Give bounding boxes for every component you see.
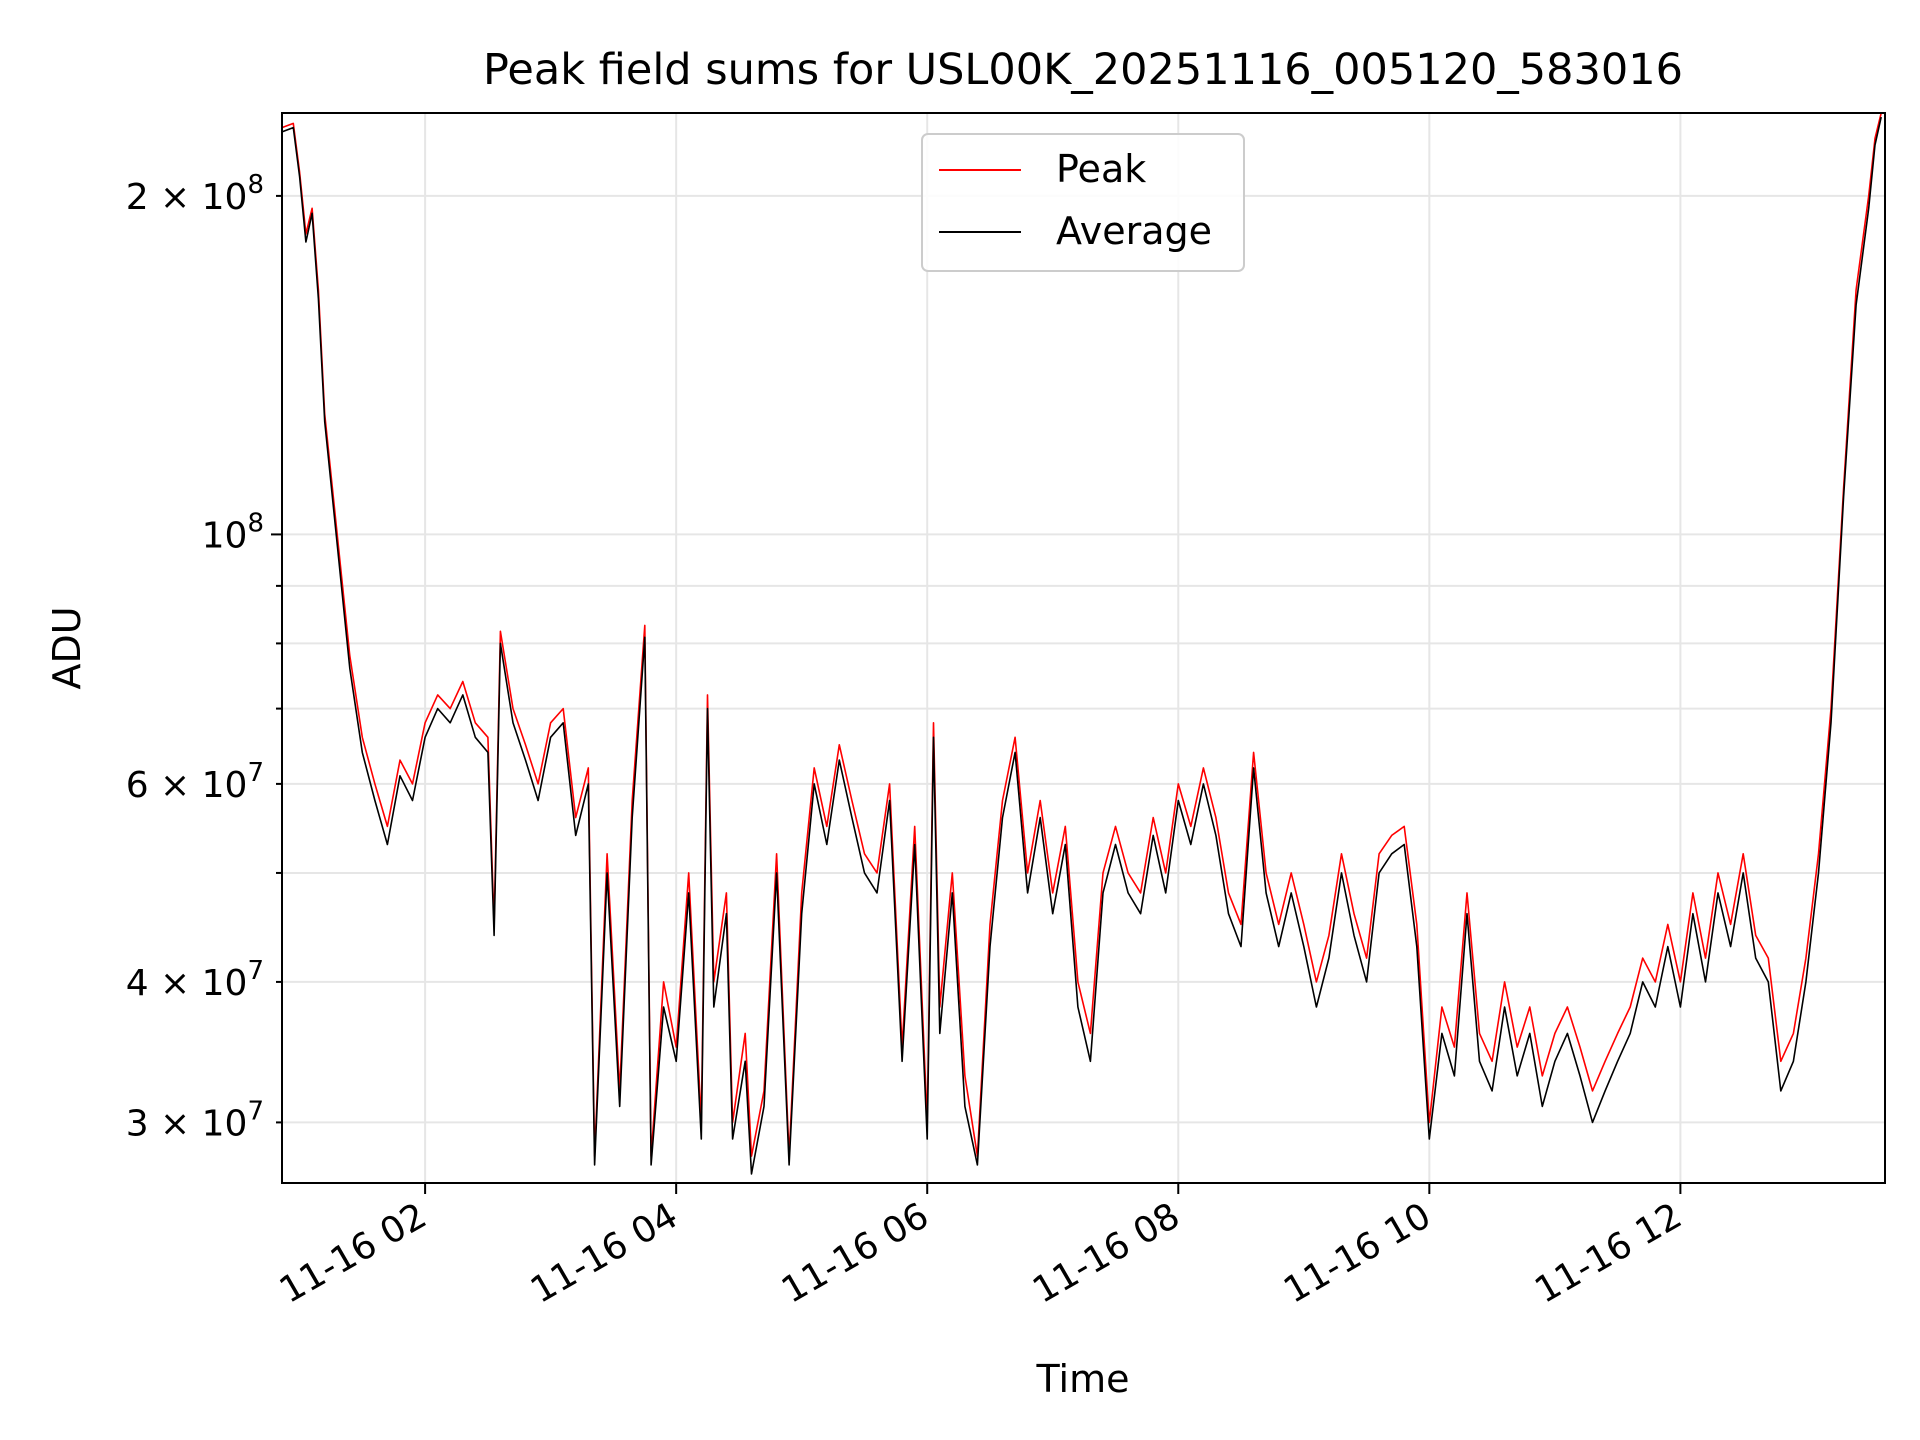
legend: Peak Average — [921, 133, 1245, 272]
y-axis: 108 3 × 107 4 × 107 6 × 107 2 × 108 — [126, 170, 282, 1144]
y-tick-label: 6 × 107 — [126, 758, 264, 806]
series-line-peak — [282, 113, 1882, 1157]
x-axis-label: Time — [1036, 1357, 1130, 1401]
legend-label-average: Average — [1056, 209, 1212, 253]
legend-label-peak: Peak — [1056, 147, 1146, 191]
plot-frame — [281, 112, 1886, 1184]
y-tick-label: 3 × 107 — [126, 1096, 264, 1144]
legend-box — [921, 133, 1245, 272]
series-line-average — [282, 116, 1882, 1175]
y-tick-label: 108 — [202, 508, 264, 556]
series-layer — [282, 113, 1882, 1175]
y-tick-label: 2 × 108 — [126, 170, 264, 218]
y-tick-label: 4 × 107 — [126, 956, 264, 1004]
y-axis-label: ADU — [45, 606, 89, 689]
chart-title: Peak field sums for USL00K_20251116_0051… — [483, 45, 1683, 95]
